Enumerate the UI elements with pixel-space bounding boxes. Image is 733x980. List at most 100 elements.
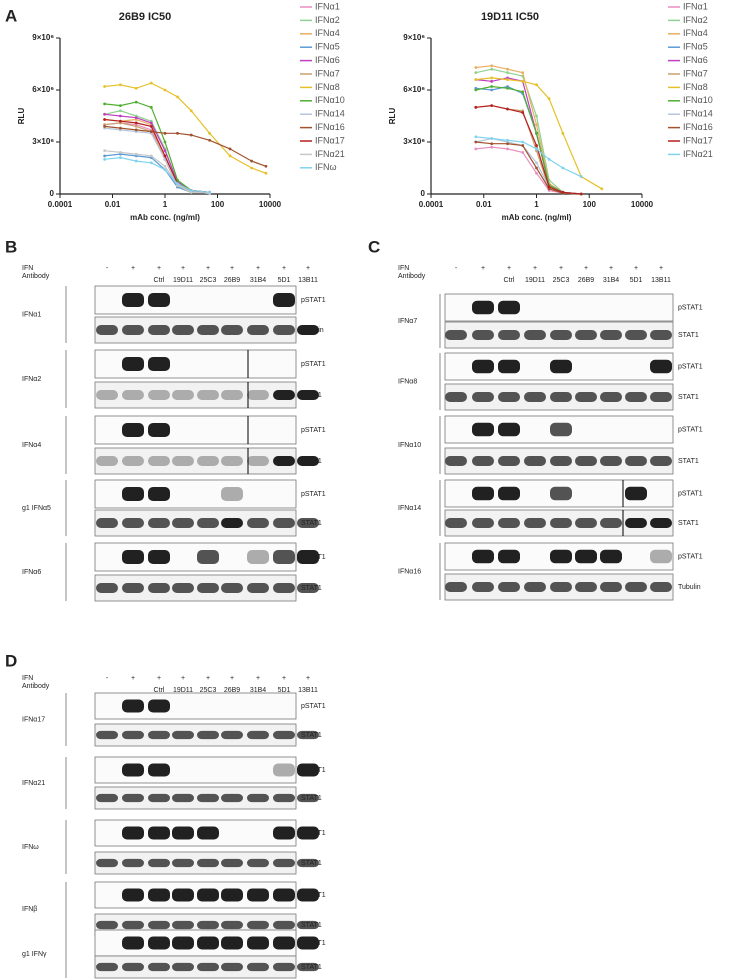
blot-band — [122, 423, 144, 437]
chart-title: 19D11 IC50 — [481, 11, 539, 23]
data-point — [535, 114, 538, 118]
x-tick-label: 10000 — [631, 200, 654, 209]
blot-band — [625, 392, 647, 402]
blot-band — [221, 793, 243, 803]
blot-band — [96, 325, 118, 335]
row-label: IFNα6 — [22, 569, 41, 576]
blot-band — [650, 330, 672, 340]
data-point — [163, 131, 167, 135]
blot-band — [550, 359, 572, 374]
blot-band — [600, 518, 622, 528]
legend-label: IFNα4 — [683, 28, 708, 38]
blot-band — [550, 549, 572, 564]
data-point — [490, 145, 494, 149]
x-tick-label: 100 — [211, 200, 225, 209]
data-point — [506, 67, 509, 71]
lane-antibody: 5D1 — [630, 277, 643, 284]
blot-band — [247, 325, 269, 335]
x-tick-label: 100 — [583, 200, 597, 209]
blot-band — [148, 699, 170, 713]
data-point — [490, 64, 494, 68]
blot-band — [172, 858, 194, 868]
blot-band — [96, 920, 118, 930]
data-point — [264, 171, 268, 175]
blot-band — [96, 518, 118, 528]
blot-band — [524, 456, 546, 466]
blot-band — [247, 858, 269, 868]
data-point — [250, 159, 254, 163]
blot-band — [297, 730, 319, 740]
blot-band — [197, 550, 219, 564]
legend-label: IFNα2 — [683, 15, 708, 25]
band-label: pSTAT1 — [301, 830, 326, 837]
blot-band — [297, 888, 319, 902]
lane-sign: + — [481, 265, 485, 272]
blot-band — [575, 549, 597, 564]
data-point — [163, 149, 167, 153]
data-point — [490, 142, 494, 146]
data-point — [134, 159, 138, 163]
blot-band — [498, 330, 520, 340]
blot-band — [247, 920, 269, 930]
data-point — [490, 85, 494, 88]
blot-band — [472, 330, 494, 340]
blot-band — [650, 518, 672, 528]
band-label: pSTAT1 — [301, 892, 326, 899]
row-label: IFNα4 — [22, 442, 41, 449]
data-point — [149, 105, 153, 109]
lane-antibody: 25C3 — [200, 687, 217, 694]
band-label: Tubulin — [678, 584, 701, 591]
panel-label: D — [5, 651, 17, 670]
data-point — [163, 154, 167, 158]
data-point — [176, 131, 179, 135]
row-label: IFNα10 — [398, 442, 421, 449]
blot-band — [148, 390, 170, 400]
lane-antibody: 5D1 — [278, 687, 291, 694]
band-label: pSTAT1 — [301, 703, 326, 710]
blot-band — [122, 357, 144, 371]
blot-band — [498, 549, 520, 564]
blot-band — [524, 518, 546, 528]
blot-band — [221, 518, 243, 528]
blot-band — [122, 583, 144, 593]
data-point — [264, 164, 268, 168]
lane-sign: + — [206, 265, 210, 272]
lane-antibody: 26B9 — [224, 277, 240, 284]
data-point — [506, 71, 509, 75]
blot-band — [297, 763, 319, 777]
data-point — [103, 149, 106, 153]
data-point — [103, 157, 106, 161]
data-point — [134, 100, 138, 104]
band-label: pSTAT1 — [301, 297, 326, 304]
x-axis-label: mAb conc. (ng/ml) — [130, 213, 200, 222]
legend-label: IFNα17 — [683, 135, 713, 145]
data-point — [103, 102, 106, 106]
blot-band — [148, 920, 170, 930]
data-point — [521, 79, 525, 83]
legend-label: IFNα10 — [315, 95, 345, 105]
blot-band — [273, 920, 295, 930]
data-point — [535, 131, 538, 135]
data-point — [134, 86, 138, 90]
data-point — [535, 123, 538, 127]
blot-band — [122, 730, 144, 740]
data-point — [176, 95, 179, 99]
blot-band — [297, 920, 319, 930]
blot-band — [197, 518, 219, 528]
band-label: pSTAT1 — [678, 553, 703, 560]
blot-band — [550, 518, 572, 528]
panel-label: C — [368, 237, 380, 256]
data-point — [474, 71, 478, 75]
lane-antibody: 19D11 — [173, 687, 193, 694]
blot-band — [148, 730, 170, 740]
blot-band — [273, 550, 295, 564]
blot-band — [273, 730, 295, 740]
lane-antibody: Ctrl — [154, 687, 165, 694]
blot-band — [498, 392, 520, 402]
data-point — [149, 154, 153, 158]
blot-band — [221, 936, 243, 950]
panel-label: B — [5, 237, 17, 256]
band-label: STAT1 — [301, 520, 322, 527]
lane-sign: + — [206, 675, 210, 682]
lane-sign: - — [455, 265, 458, 272]
